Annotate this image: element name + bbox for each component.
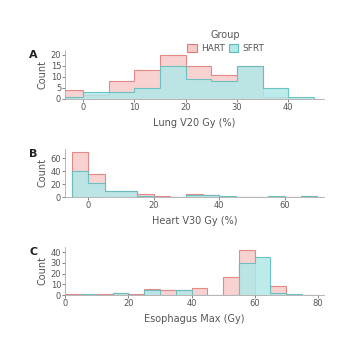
Text: A: A bbox=[29, 51, 38, 60]
X-axis label: Lung V20 Gy (%): Lung V20 Gy (%) bbox=[154, 118, 236, 128]
X-axis label: Heart V30 Gy (%): Heart V30 Gy (%) bbox=[152, 216, 237, 226]
Text: B: B bbox=[29, 148, 38, 159]
Y-axis label: Count: Count bbox=[38, 158, 48, 187]
X-axis label: Esophagus Max (Gy): Esophagus Max (Gy) bbox=[144, 314, 245, 324]
Legend: HART, SFRT: HART, SFRT bbox=[187, 29, 264, 53]
Text: C: C bbox=[29, 247, 37, 257]
Y-axis label: Count: Count bbox=[38, 60, 48, 89]
Y-axis label: Count: Count bbox=[38, 257, 48, 285]
